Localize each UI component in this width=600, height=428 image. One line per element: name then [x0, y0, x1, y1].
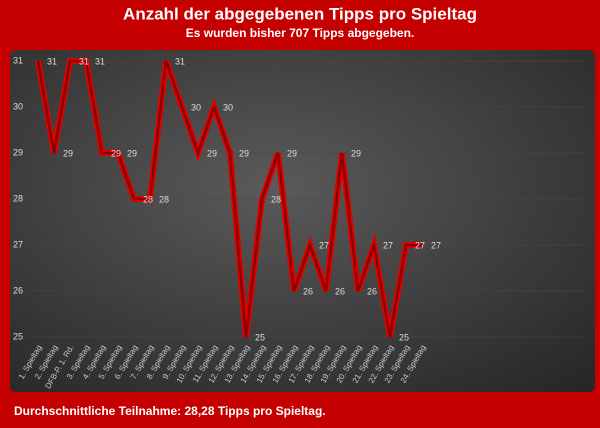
y-tick-label: 31 — [13, 55, 23, 65]
data-label: 30 — [223, 102, 233, 112]
data-label: 26 — [335, 286, 345, 296]
data-label: 27 — [383, 240, 393, 250]
plot-panel — [10, 50, 595, 392]
data-label: 30 — [191, 102, 201, 112]
data-label: 25 — [255, 332, 265, 342]
data-label: 27 — [415, 240, 425, 250]
data-label: 31 — [175, 56, 185, 66]
data-label: 31 — [95, 56, 105, 66]
data-label: 25 — [399, 332, 409, 342]
y-tick-label: 25 — [13, 331, 23, 341]
data-label: 27 — [319, 240, 329, 250]
y-tick-label: 28 — [13, 193, 23, 203]
y-tick-label: 29 — [13, 147, 23, 157]
data-label: 29 — [239, 148, 249, 158]
data-label: 31 — [79, 56, 89, 66]
line — [36, 59, 422, 338]
y-tick-label: 30 — [13, 101, 23, 111]
data-label: 29 — [287, 148, 297, 158]
y-tick-label: 27 — [13, 239, 23, 249]
data-label: 29 — [127, 148, 137, 158]
data-label: 29 — [207, 148, 217, 158]
data-label: 28 — [143, 194, 153, 204]
data-label: 28 — [271, 194, 281, 204]
chart-subtitle: Es wurden bisher 707 Tipps abgegeben. — [186, 26, 415, 40]
data-label: 26 — [303, 286, 313, 296]
y-tick-label: 26 — [13, 285, 23, 295]
data-label: 27 — [431, 240, 441, 250]
data-label: 31 — [47, 56, 57, 66]
chart-title: Anzahl der abgegebenen Tipps pro Spielta… — [123, 4, 477, 23]
data-label: 29 — [63, 148, 73, 158]
data-label: 29 — [351, 148, 361, 158]
data-label: 26 — [367, 286, 377, 296]
footer-note: Durchschnittliche Teilnahme: 28,28 Tipps… — [14, 404, 326, 418]
data-label: 28 — [159, 194, 169, 204]
data-label: 29 — [111, 148, 121, 158]
